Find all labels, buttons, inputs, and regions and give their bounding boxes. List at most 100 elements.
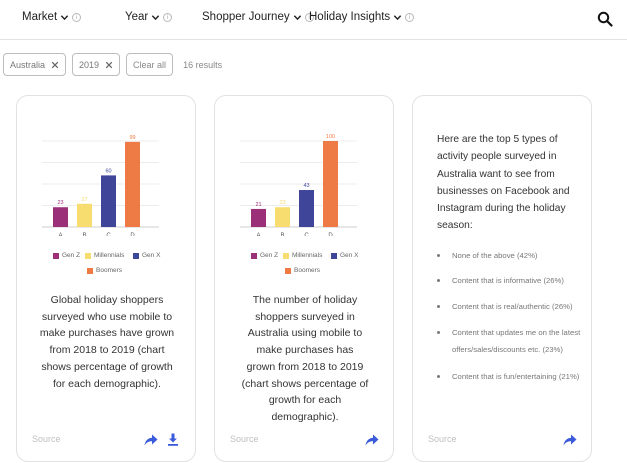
list-item-text: Content that is real/authentic (26%) — [452, 302, 573, 311]
legend-item-boomers: Boomers — [87, 267, 122, 274]
bullet — [437, 279, 440, 282]
legend-swatch — [285, 267, 291, 274]
shopper-journey-filter[interactable]: Shopper Journey i — [202, 11, 314, 23]
clear-all-button[interactable]: Clear all — [126, 53, 174, 76]
card-intro: Here are the top 5 types of activity peo… — [437, 134, 570, 232]
insight-card-3: Here are the top 5 types of activity peo… — [412, 95, 592, 462]
legend-label: Gen Z — [260, 252, 279, 259]
list-item-text: Content that is informative (26%) — [452, 276, 564, 285]
legend-swatch — [283, 252, 289, 259]
bullet — [437, 254, 440, 257]
holiday-insights-filter-label: Holiday Insights — [309, 11, 391, 23]
chevron-down-icon — [394, 14, 402, 20]
card-caption: Global holiday shoppers surveyed who use… — [39, 294, 175, 390]
info-icon[interactable]: i — [405, 12, 415, 22]
list-item-text: None of the above (42%) — [452, 251, 538, 260]
share-icon[interactable] — [563, 434, 577, 446]
bar-a — [53, 207, 68, 227]
legend-swatch — [85, 252, 91, 259]
close-icon[interactable] — [51, 61, 59, 69]
share-icon[interactable] — [365, 434, 379, 446]
data-label: 23 — [57, 200, 63, 206]
legend-label: Millennials — [292, 252, 323, 259]
bar-b — [77, 203, 92, 227]
data-label: 23 — [279, 200, 285, 206]
info-icon[interactable]: i — [72, 12, 82, 22]
source-link[interactable]: Source — [428, 434, 457, 444]
chip-label: 2019 — [79, 59, 100, 70]
chevron-down-icon — [152, 14, 160, 20]
legend-swatch — [53, 252, 59, 259]
bar-d — [323, 141, 338, 227]
share-icon[interactable] — [144, 434, 158, 446]
card-caption: The number of holiday shoppers surveyed … — [241, 294, 369, 423]
data-label: 100 — [326, 134, 335, 140]
source-link[interactable]: Source — [32, 434, 61, 444]
market-filter-label: Market — [22, 11, 58, 23]
data-label: 99 — [129, 135, 135, 141]
data-label: 43 — [303, 183, 309, 189]
legend-swatch — [331, 252, 337, 259]
legend-label: Gen X — [142, 252, 161, 259]
market-filter[interactable]: Market i — [22, 11, 82, 23]
legend-label: Millennials — [94, 252, 125, 259]
info-icon[interactable]: i — [304, 12, 314, 22]
bar-d — [125, 141, 140, 227]
bar-c — [101, 175, 116, 227]
category-label: C — [304, 233, 309, 236]
legend-swatch — [251, 252, 257, 259]
bar-chart-1: 23 A 27 B 60 C 99 D — [42, 135, 159, 236]
insight-card-2: 21 A 23 B 43 C 100 D Gen Z Millennials Gen X Bo… — [214, 95, 394, 462]
download-icon[interactable] — [167, 433, 179, 446]
bar-b — [275, 207, 290, 227]
data-label: 60 — [105, 168, 111, 174]
list-item: Content that is fun/entertaining (21%) — [437, 368, 597, 385]
legend-item-millennials: Millennials — [85, 252, 124, 259]
legend-label: Gen X — [340, 252, 359, 259]
legend-label: Gen Z — [62, 252, 81, 259]
legend-item-gen-z: Gen Z — [251, 252, 278, 259]
legend-swatch — [133, 252, 139, 259]
insight-card-1: 23 A 27 B 60 C 99 D Gen Z Millennials Gen X Boo… — [16, 95, 196, 462]
holiday-insights-filter[interactable]: Holiday Insights i — [309, 11, 415, 23]
list-item: Content that updates me on the latest of… — [437, 324, 597, 358]
filter-chip-2019[interactable]: 2019 — [72, 53, 121, 76]
filter-bar: Market i Year i Shopper Journey i Holida… — [0, 0, 627, 40]
legend-item-boomers: Boomers — [285, 267, 320, 274]
category-label: A — [256, 233, 260, 236]
chevron-down-icon — [60, 14, 69, 20]
data-label: 21 — [255, 202, 261, 208]
bar-c — [299, 190, 314, 227]
bullet — [437, 331, 440, 334]
category-label: B — [280, 233, 284, 236]
category-label: D — [328, 233, 333, 236]
list-item-text: Content that updates me on the latest of… — [452, 328, 581, 354]
legend-label: Boomers — [96, 267, 123, 274]
year-filter-label: Year — [125, 11, 149, 23]
close-icon[interactable] — [105, 61, 113, 69]
legend-item-gen-x: Gen X — [133, 252, 160, 259]
filter-chip-australia[interactable]: Australia — [3, 53, 67, 76]
chevron-down-icon — [293, 14, 301, 20]
legend-item-millennials: Millennials — [283, 252, 322, 259]
legend-label: Boomers — [294, 267, 321, 274]
active-filters: Australia 2019 Clear all 16 results — [3, 53, 222, 76]
bar-a — [251, 208, 266, 227]
legend-swatch — [87, 267, 93, 274]
category-label: A — [58, 233, 62, 236]
search-icon[interactable] — [597, 11, 613, 27]
legend-item-gen-z: Gen Z — [53, 252, 80, 259]
data-label: 27 — [81, 197, 87, 203]
list-item-text: Content that is fun/entertaining (21%) — [452, 372, 580, 381]
list-item: Content that is real/authentic (26%) — [437, 298, 597, 315]
category-label: D — [130, 233, 135, 236]
source-link[interactable]: Source — [230, 434, 259, 444]
info-icon[interactable]: i — [163, 12, 173, 22]
bullet — [437, 375, 440, 378]
chip-label: Australia — [10, 59, 46, 70]
results-count: 16 results — [183, 59, 223, 70]
year-filter[interactable]: Year i — [125, 11, 173, 23]
legend-item-gen-x: Gen X — [331, 252, 358, 259]
category-label: B — [82, 233, 86, 236]
bullet — [437, 305, 440, 308]
